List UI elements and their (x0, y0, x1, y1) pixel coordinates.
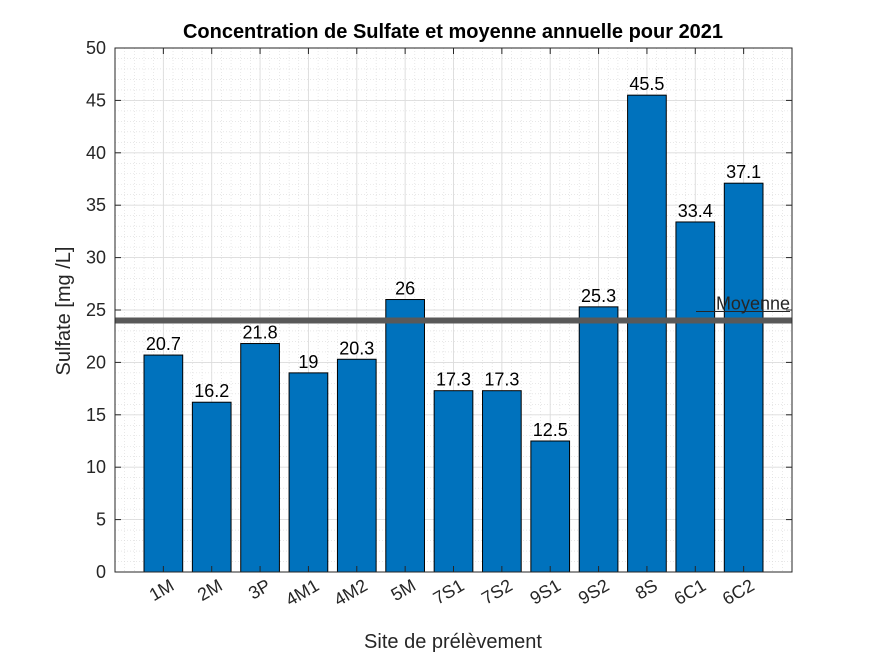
y-tick-label: 25 (86, 300, 106, 320)
chart-title: Concentration de Sulfate et moyenne annu… (183, 21, 723, 43)
bar-4M1 (288, 372, 329, 573)
data-label-6C2: 37.1 (726, 162, 761, 182)
x-tick-label-6C2: 6C2 (719, 575, 758, 609)
x-tick-label-4M2: 4M2 (330, 575, 370, 610)
y-tick-label: 10 (86, 457, 106, 477)
data-label-4M2: 20.3 (339, 338, 374, 358)
x-tick-label-5M: 5M (387, 575, 419, 605)
y-tick-label: 45 (86, 90, 106, 110)
data-label-2M: 16.2 (194, 381, 229, 401)
reference-line-label: Moyenne (716, 293, 790, 313)
bar-4M2 (336, 358, 377, 573)
y-tick-label: 35 (86, 195, 106, 215)
y-tick-label: 5 (96, 510, 106, 530)
x-tick-label-9S2: 9S2 (575, 575, 613, 608)
data-label-8S: 45.5 (629, 74, 664, 94)
data-label-7S2: 17.3 (484, 370, 519, 390)
x-tick-label-9S1: 9S1 (526, 575, 564, 608)
x-tick-label-2M: 2M (194, 575, 226, 605)
y-tick-label: 20 (86, 352, 106, 372)
y-tick-label: 40 (86, 143, 106, 163)
x-tick-label-7S2: 7S2 (478, 575, 516, 608)
bar-9S2 (578, 306, 619, 573)
bar-7S2 (482, 390, 522, 573)
x-tick-label-3P: 3P (245, 575, 274, 603)
reference-line-group: Moyenne (115, 293, 792, 324)
bars (143, 94, 764, 573)
data-label-1M: 20.7 (146, 334, 181, 354)
x-tick-label-6C1: 6C1 (671, 575, 710, 609)
bar-5M (385, 299, 425, 573)
data-label-4M1: 19 (298, 352, 318, 372)
x-tick-label-4M1: 4M1 (282, 575, 322, 610)
bar-2M (191, 401, 232, 573)
bar-6C1 (675, 221, 716, 573)
bar-3P (240, 343, 280, 573)
data-label-5M: 26 (395, 279, 415, 299)
y-tick-label: 15 (86, 405, 106, 425)
data-label-9S2: 25.3 (581, 286, 616, 306)
data-label-9S1: 12.5 (533, 420, 568, 440)
x-tick-label-8S: 8S (632, 575, 661, 603)
x-tick-label-1M: 1M (146, 575, 178, 605)
bar-1M (143, 354, 184, 573)
bar-7S1 (433, 390, 474, 573)
bar-6C2 (723, 182, 764, 573)
y-tick-label: 30 (86, 248, 106, 268)
data-label-6C1: 33.4 (678, 201, 713, 221)
bar-8S (627, 94, 667, 573)
x-axis-title: Site de prélèvement (364, 631, 542, 653)
y-tick-label: 50 (86, 38, 106, 58)
data-label-7S1: 17.3 (436, 370, 471, 390)
y-tick-label: 0 (96, 562, 106, 582)
bar-9S1 (530, 440, 571, 573)
x-tick-label-7S1: 7S1 (430, 575, 468, 608)
data-labels: 20.7 16.2 21.8 19 20.3 26 17.3 17.3 12.5 25.3 45.5… (146, 74, 761, 440)
data-label-3P: 21.8 (243, 323, 278, 343)
y-axis-title: Sulfate [mg /L] (53, 247, 75, 376)
